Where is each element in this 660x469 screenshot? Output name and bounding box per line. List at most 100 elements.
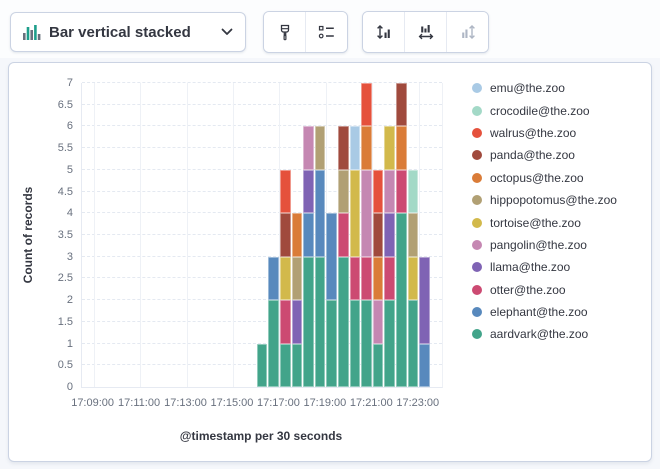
legend-dot-icon xyxy=(472,105,482,116)
bar-segment[interactable] xyxy=(268,300,279,387)
bar-segment[interactable] xyxy=(407,256,419,301)
x-tick-label: 17:09:00 xyxy=(71,397,115,409)
bar-segment[interactable] xyxy=(396,169,407,214)
bar-segment[interactable] xyxy=(384,256,396,301)
bar-segment[interactable] xyxy=(303,256,314,387)
legend-item[interactable]: otter@the.zoo xyxy=(472,279,617,301)
bar-segment[interactable] xyxy=(419,343,430,387)
axis-right-icon xyxy=(459,23,477,41)
y-tick-label: 3 xyxy=(66,250,73,263)
bar-segment[interactable] xyxy=(361,300,372,387)
chart-type-label: Bar vertical stacked xyxy=(49,23,191,41)
bar-segment[interactable] xyxy=(314,126,326,170)
bar-segment[interactable] xyxy=(326,213,337,301)
bar-segment[interactable] xyxy=(314,256,326,387)
legend-item[interactable]: crocodile@the.zoo xyxy=(472,99,617,121)
bar-segment[interactable] xyxy=(384,126,396,170)
bar-segment[interactable] xyxy=(279,213,291,257)
bar-segment[interactable] xyxy=(349,126,361,170)
bar-segment[interactable] xyxy=(291,256,303,301)
legend-settings-button[interactable] xyxy=(306,12,347,52)
legend-item[interactable]: tortoise@the.zoo xyxy=(472,211,617,233)
legend-item[interactable]: octopus@the.zoo xyxy=(472,167,617,189)
bar-segment[interactable] xyxy=(279,343,291,387)
legend-item[interactable]: panda@the.zoo xyxy=(472,144,617,166)
bar-segment[interactable] xyxy=(279,256,291,301)
bottom-axis-settings-button[interactable] xyxy=(405,12,447,52)
bar-segment[interactable] xyxy=(337,256,349,387)
y-gridline xyxy=(82,277,442,279)
bar-segment[interactable] xyxy=(407,300,419,387)
bar-segment[interactable] xyxy=(419,256,430,344)
bar-segment[interactable] xyxy=(337,213,349,257)
chart-type-dropdown[interactable]: Bar vertical stacked xyxy=(10,12,246,52)
y-tick-label: 3.5 xyxy=(57,229,73,241)
bar-segment[interactable] xyxy=(291,213,303,257)
bar-segment[interactable] xyxy=(349,256,361,301)
bar-segment[interactable] xyxy=(268,256,279,301)
legend-item[interactable]: walrus@the.zoo xyxy=(472,122,617,144)
bar-segment[interactable] xyxy=(361,126,372,170)
bar-segment[interactable] xyxy=(279,169,291,214)
bar-segment[interactable] xyxy=(372,256,384,301)
y-gridline xyxy=(82,168,442,170)
legend-dot-icon xyxy=(472,329,482,340)
bar-segment[interactable] xyxy=(384,213,396,257)
right-axis-settings-button[interactable] xyxy=(447,12,488,52)
bar-segment[interactable] xyxy=(256,343,268,387)
bar-segment[interactable] xyxy=(303,169,314,214)
bar-segment[interactable] xyxy=(372,213,384,257)
legend-item[interactable]: aardvark@the.zoo xyxy=(472,323,617,345)
bar-segment[interactable] xyxy=(337,126,349,170)
bar-segment[interactable] xyxy=(326,300,337,387)
x-gridline xyxy=(186,83,188,387)
legend-list-icon xyxy=(318,25,335,40)
bar-segment[interactable] xyxy=(384,169,396,214)
bar-segment[interactable] xyxy=(384,300,396,387)
y-gridline xyxy=(82,320,442,322)
bar-segment[interactable] xyxy=(361,83,372,127)
legend-dot-icon xyxy=(472,127,482,138)
x-gridline xyxy=(232,83,234,387)
bar-segment[interactable] xyxy=(396,83,407,127)
brush-icon xyxy=(277,24,293,41)
legend-item[interactable]: hippopotomus@the.zoo xyxy=(472,189,617,211)
y-gridline xyxy=(82,299,442,301)
bar-segment[interactable] xyxy=(303,126,314,170)
legend-item[interactable]: elephant@the.zoo xyxy=(472,301,617,323)
y-tick-label: 6 xyxy=(66,120,73,133)
legend-item[interactable]: llama@the.zoo xyxy=(472,256,617,278)
legend-dot-icon xyxy=(472,195,482,206)
bar-segment[interactable] xyxy=(396,213,407,387)
bar-segment[interactable] xyxy=(407,213,419,257)
visual-options-button[interactable] xyxy=(264,12,306,52)
legend-dot-icon xyxy=(472,307,482,318)
bar-segment[interactable] xyxy=(372,169,384,214)
bar-segment[interactable] xyxy=(372,300,384,344)
bar-segment[interactable] xyxy=(337,169,349,214)
bar-segment[interactable] xyxy=(291,343,303,387)
bar-segment[interactable] xyxy=(314,169,326,257)
legend-label: pangolin@the.zoo xyxy=(490,237,587,252)
legend-label: crocodile@the.zoo xyxy=(490,103,590,118)
y-tick-label: 0.5 xyxy=(57,359,73,372)
bar-segment[interactable] xyxy=(361,169,372,257)
bar-segment[interactable] xyxy=(396,126,407,170)
bar-segment[interactable] xyxy=(372,343,384,387)
bar-segment[interactable] xyxy=(349,300,361,387)
legend-item[interactable]: emu@the.zoo xyxy=(472,77,617,99)
y-gridline xyxy=(82,342,442,344)
bar-segment[interactable] xyxy=(407,169,419,214)
bar-segment[interactable] xyxy=(349,169,361,257)
bar-segment[interactable] xyxy=(279,300,291,344)
bar-segment[interactable] xyxy=(361,256,372,301)
legend-dot-icon xyxy=(472,239,482,250)
bar-segment[interactable] xyxy=(291,300,303,344)
left-axis-settings-button[interactable] xyxy=(363,12,405,52)
x-tick-label: 17:15:00 xyxy=(210,397,254,409)
y-gridline xyxy=(82,212,442,214)
legend-label: aardvark@the.zoo xyxy=(490,327,589,342)
bar-vertical-stacked-icon xyxy=(23,24,41,40)
legend-item[interactable]: pangolin@the.zoo xyxy=(472,234,617,256)
bar-segment[interactable] xyxy=(303,213,314,257)
